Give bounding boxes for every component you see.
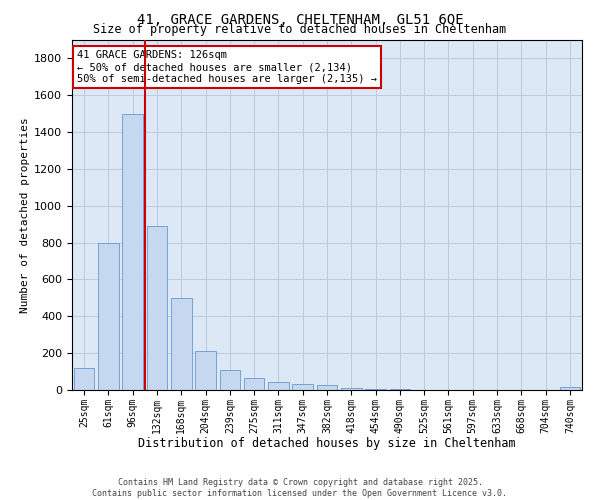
Y-axis label: Number of detached properties: Number of detached properties (20, 117, 30, 313)
Bar (317, 386, 337, 390)
Text: Contains HM Land Registry data © Crown copyright and database right 2025.
Contai: Contains HM Land Registry data © Crown c… (92, 478, 508, 498)
Bar (195, 352, 216, 390)
Bar (74, 368, 94, 390)
X-axis label: Distribution of detached houses by size in Cheltenham: Distribution of detached houses by size … (138, 437, 516, 450)
Bar (268, 382, 289, 390)
Bar (122, 114, 143, 390)
Bar (292, 384, 313, 390)
Text: 41 GRACE GARDENS: 126sqm
← 50% of detached houses are smaller (2,134)
50% of sem: 41 GRACE GARDENS: 126sqm ← 50% of detach… (77, 50, 377, 84)
Text: 41, GRACE GARDENS, CHELTENHAM, GL51 6QE: 41, GRACE GARDENS, CHELTENHAM, GL51 6QE (137, 12, 463, 26)
Bar (171, 298, 191, 390)
Bar (220, 370, 240, 390)
Bar (560, 387, 580, 390)
Bar (98, 242, 119, 390)
Bar (341, 388, 362, 390)
Bar (146, 226, 167, 390)
Bar (244, 378, 265, 390)
Bar (365, 389, 386, 390)
Text: Size of property relative to detached houses in Cheltenham: Size of property relative to detached ho… (94, 24, 506, 36)
